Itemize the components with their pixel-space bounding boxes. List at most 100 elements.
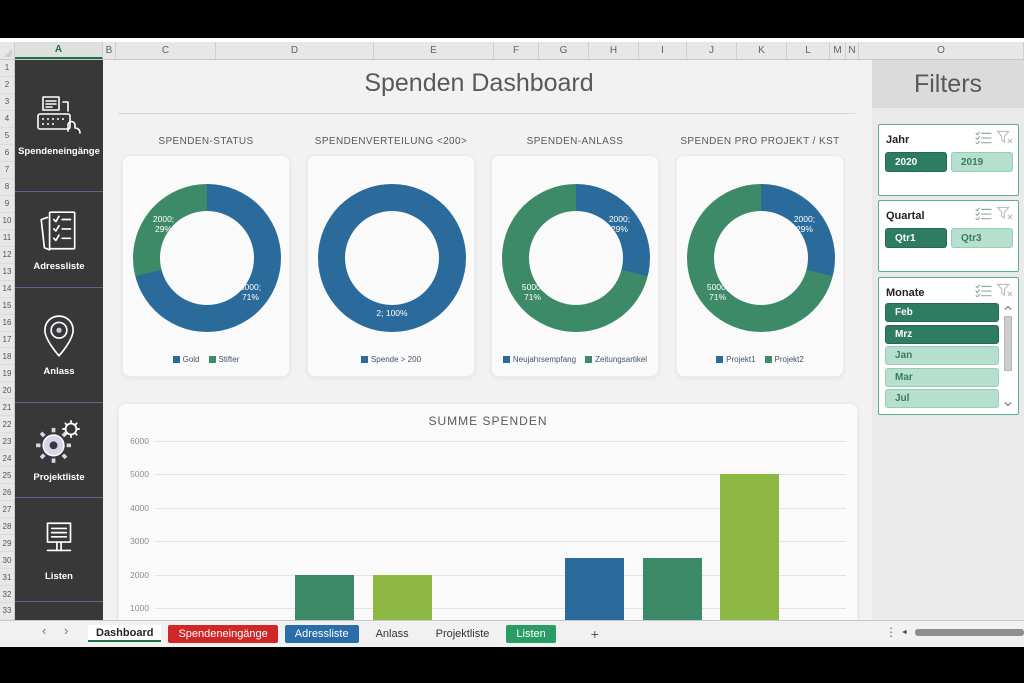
bar-series[interactable] <box>373 574 432 620</box>
column-header-O[interactable]: O <box>859 42 1024 59</box>
sidebar-item-anlass[interactable]: Anlass <box>15 288 103 403</box>
clear-filter-icon[interactable] <box>996 130 1013 149</box>
clear-filter-icon[interactable] <box>996 283 1013 302</box>
legend-item: Zeitungsartikel <box>585 355 647 364</box>
row-header-12[interactable]: 12 <box>0 247 14 264</box>
page-title: Spenden Dashboard <box>364 69 594 97</box>
column-header-I[interactable]: I <box>639 42 687 59</box>
bar-series[interactable] <box>295 574 354 620</box>
column-header-J[interactable]: J <box>687 42 737 59</box>
row-header-25[interactable]: 25 <box>0 467 14 485</box>
row-header-7[interactable]: 7 <box>0 162 14 179</box>
row-header-4[interactable]: 4 <box>0 111 14 128</box>
legend-item: Stifter <box>208 355 239 364</box>
slicer-item-2020[interactable]: 2020 <box>885 152 947 172</box>
donut-chart-card[interactable]: 2000; 29% 5000; 71% Neujahrsempfang Zeitungsa… <box>491 155 659 377</box>
slicer-item-2019[interactable]: 2019 <box>951 152 1013 172</box>
row-header-15[interactable]: 15 <box>0 298 14 315</box>
column-header-K[interactable]: K <box>737 42 787 59</box>
sheet-tab-adressliste[interactable]: Adressliste <box>284 624 359 643</box>
row-header-28[interactable]: 28 <box>0 518 14 536</box>
row-header-33[interactable]: 33 <box>0 603 14 620</box>
bar-series[interactable] <box>720 474 779 620</box>
column-header-D[interactable]: D <box>216 42 374 59</box>
row-header-10[interactable]: 10 <box>0 213 14 230</box>
row-header-9[interactable]: 9 <box>0 196 14 213</box>
row-header-29[interactable]: 29 <box>0 535 14 553</box>
row-header-2[interactable]: 2 <box>0 77 14 94</box>
column-header-B[interactable]: B <box>103 42 116 59</box>
row-header-14[interactable]: 14 <box>0 281 14 298</box>
add-sheet-button[interactable]: + <box>590 625 599 642</box>
row-header-24[interactable]: 24 <box>0 450 14 468</box>
sheet-tab-dashboard[interactable]: Dashboard <box>88 625 162 642</box>
sheet-tab-anlass[interactable]: Anlass <box>375 627 409 640</box>
sidebar-item-spendeneing-nge[interactable]: Spendeneingänge <box>15 60 103 192</box>
row-header-5[interactable]: 5 <box>0 128 14 145</box>
row-header-21[interactable]: 21 <box>0 399 14 417</box>
multi-select-icon[interactable] <box>975 131 992 149</box>
row-header-31[interactable]: 31 <box>0 569 14 587</box>
hscroll-left-icon[interactable]: ◄ <box>901 629 908 636</box>
slicer-header: Quartal <box>879 201 1018 228</box>
select-all-corner[interactable] <box>0 42 15 59</box>
slicer-item-feb[interactable]: Feb <box>885 303 999 322</box>
column-header-N[interactable]: N <box>846 42 859 59</box>
row-header-23[interactable]: 23 <box>0 433 14 451</box>
column-header-L[interactable]: L <box>787 42 830 59</box>
slicer-item-qtr3[interactable]: Qtr3 <box>951 228 1013 248</box>
bar-series[interactable] <box>643 557 702 620</box>
slicer-item-jan[interactable]: Jan <box>885 346 999 365</box>
sheet-tab-spendeneing-nge[interactable]: Spendeneingänge <box>168 624 278 643</box>
column-header-M[interactable]: M <box>830 42 846 59</box>
sidebar-item-listen[interactable]: Listen <box>15 498 103 602</box>
slicer-item-jul[interactable]: Jul <box>885 389 999 408</box>
sheet-nav-next-icon[interactable]: › <box>64 623 69 638</box>
column-header-G[interactable]: G <box>539 42 589 59</box>
row-header-22[interactable]: 22 <box>0 416 14 434</box>
multi-select-icon[interactable] <box>975 284 992 302</box>
row-header-1[interactable]: 1 <box>0 60 14 77</box>
donut-chart-card[interactable]: 2; 100% Spende > 200 <box>307 155 475 377</box>
bar-series[interactable] <box>565 557 624 620</box>
row-header-30[interactable]: 30 <box>0 552 14 570</box>
row-header-19[interactable]: 19 <box>0 365 14 383</box>
column-header-A[interactable]: A <box>15 42 103 59</box>
row-header-8[interactable]: 8 <box>0 179 14 196</box>
row-header-13[interactable]: 13 <box>0 264 14 281</box>
row-header-27[interactable]: 27 <box>0 501 14 519</box>
column-header-C[interactable]: C <box>116 42 216 59</box>
slicer-scrollbar[interactable] <box>1002 303 1014 409</box>
row-header-18[interactable]: 18 <box>0 348 14 366</box>
slicer-item-mar[interactable]: Mar <box>885 367 999 387</box>
more-sheets-icon[interactable]: ⋮ <box>885 625 897 639</box>
column-header-F[interactable]: F <box>494 42 539 59</box>
nav-sidebar: Spendeneingänge Adressliste Anlass Proje… <box>15 60 103 620</box>
row-header-6[interactable]: 6 <box>0 145 14 162</box>
sidebar-item-adressliste[interactable]: Adressliste <box>15 192 103 288</box>
horizontal-scrollbar-thumb[interactable] <box>915 629 1024 636</box>
donut-data-label: 2000; 29% <box>793 214 816 235</box>
location-pin-icon <box>36 313 82 359</box>
multi-select-icon[interactable] <box>975 207 992 225</box>
row-header-17[interactable]: 17 <box>0 332 14 349</box>
sheet-tab-listen[interactable]: Listen <box>506 624 556 643</box>
slicer-item-qtr1[interactable]: Qtr1 <box>885 228 947 248</box>
sheet-tab-projektliste[interactable]: Projektliste <box>435 627 490 640</box>
column-header-H[interactable]: H <box>589 42 639 59</box>
row-header-3[interactable]: 3 <box>0 94 14 111</box>
sidebar-item-projektliste[interactable]: Projektliste <box>15 403 103 498</box>
row-header-20[interactable]: 20 <box>0 382 14 400</box>
slicer-item-mrz[interactable]: Mrz <box>885 324 999 344</box>
legend-item: Gold <box>172 355 200 364</box>
clear-filter-icon[interactable] <box>996 206 1013 225</box>
row-header-32[interactable]: 32 <box>0 586 14 603</box>
sheet-nav-prev-icon[interactable]: ‹ <box>42 623 47 638</box>
slicer-scrollbar-thumb[interactable] <box>1003 316 1012 371</box>
column-header-E[interactable]: E <box>374 42 494 59</box>
row-header-11[interactable]: 11 <box>0 230 14 247</box>
row-header-16[interactable]: 16 <box>0 315 14 332</box>
row-header-26[interactable]: 26 <box>0 484 14 502</box>
donut-chart-card[interactable]: 5000; 71% 2000; 29% Gold Stifter <box>122 155 290 377</box>
donut-chart-card[interactable]: 2000; 29% 5000; 71% Projekt1 Projekt2 <box>676 155 844 377</box>
